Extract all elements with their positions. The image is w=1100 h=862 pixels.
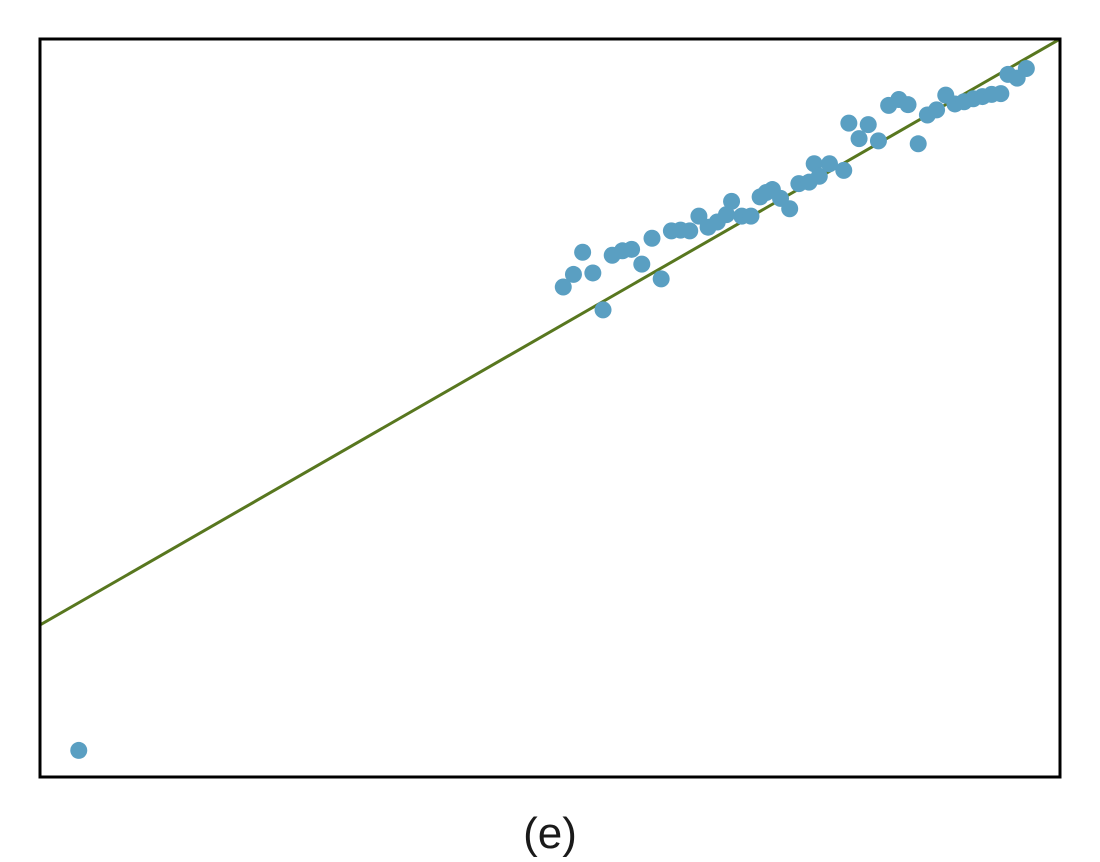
data-point — [723, 192, 741, 210]
data-point — [742, 207, 760, 225]
plot-frame — [38, 37, 1062, 779]
data-point — [652, 270, 670, 288]
data-point — [869, 132, 887, 150]
data-point — [594, 301, 612, 319]
data-point — [820, 155, 838, 173]
data-point — [850, 130, 868, 148]
data-point — [859, 116, 877, 134]
data-point — [1017, 60, 1035, 78]
data-point — [810, 167, 828, 185]
plot-area — [40, 39, 1060, 759]
chart-caption: (e) — [523, 809, 577, 858]
data-point — [574, 243, 592, 261]
data-point — [564, 265, 582, 283]
data-point — [909, 135, 927, 153]
data-point — [633, 255, 651, 273]
data-point — [928, 101, 946, 119]
data-point — [835, 161, 853, 179]
data-point — [584, 264, 602, 282]
data-point — [992, 85, 1010, 103]
data-point — [899, 96, 917, 114]
data-point — [623, 240, 641, 258]
data-point — [643, 229, 661, 247]
data-point — [781, 200, 799, 218]
data-point — [717, 206, 735, 224]
regression-line — [40, 39, 1060, 627]
data-point — [70, 741, 88, 759]
data-point — [840, 114, 858, 132]
data-point — [554, 278, 572, 296]
data-point — [681, 222, 699, 240]
